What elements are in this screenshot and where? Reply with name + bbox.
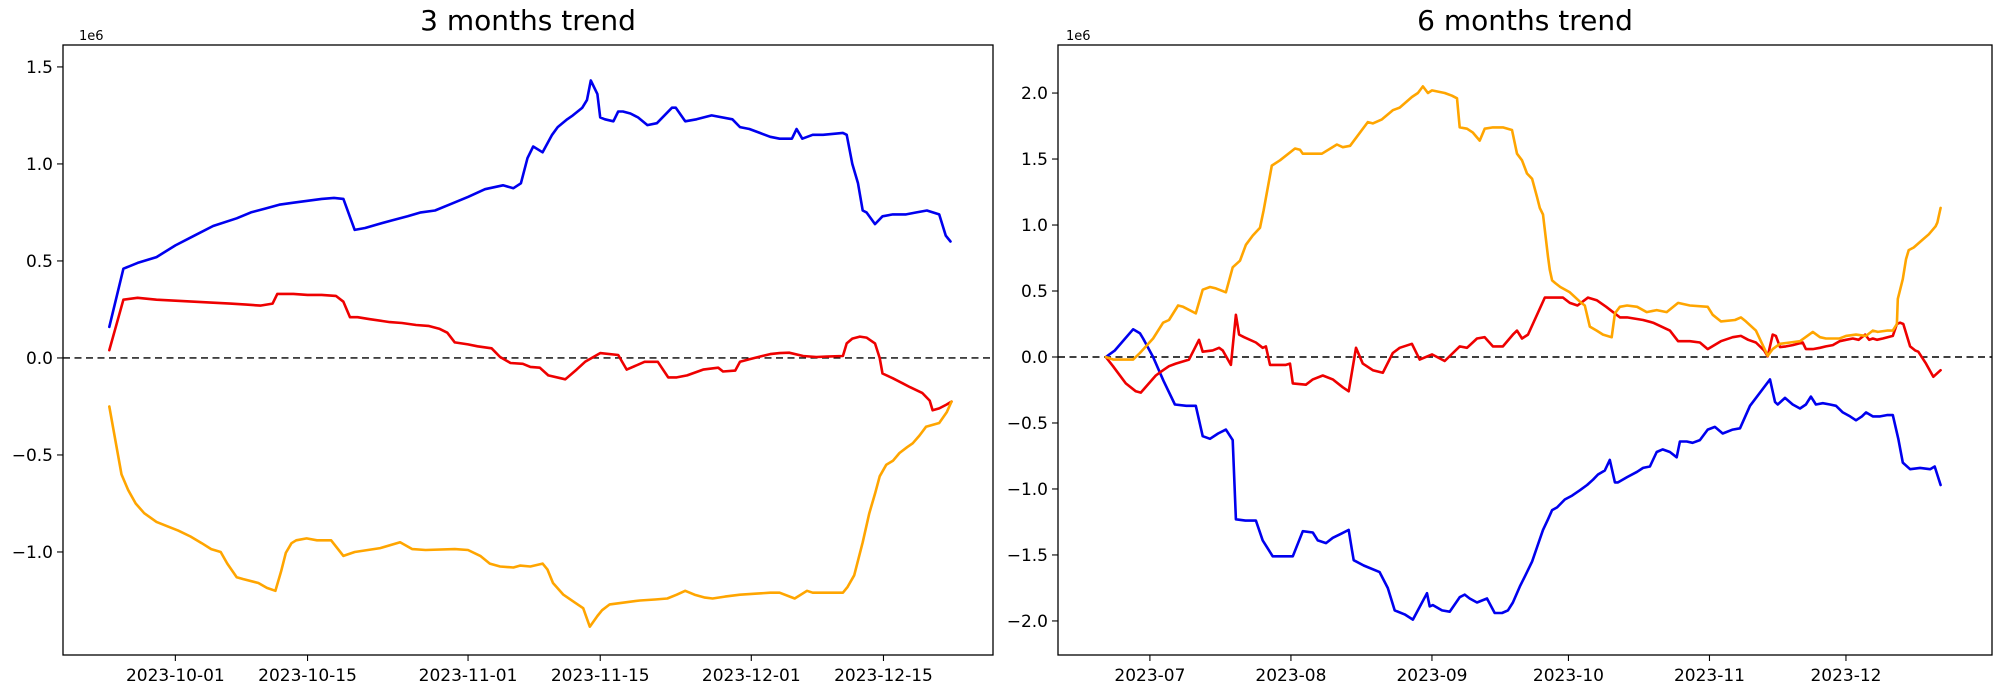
x-tick-label-left: 2023-12-01: [702, 666, 801, 686]
x-tick-label-right: 2023-08: [1255, 666, 1326, 686]
series-red-line-right: [1104, 296, 1942, 394]
series-blue-line-left: [108, 79, 952, 329]
axes-frame-right: [1057, 44, 1993, 656]
y-tick-label-right: 0.0: [1021, 348, 1048, 368]
x-tick-label-left: 2023-12-15: [834, 666, 933, 686]
x-tick-label-left: 2023-10-15: [258, 666, 357, 686]
y-tick-label-right: 0.5: [1021, 282, 1048, 302]
chart-3-months-trend: 2023-10-01 2023-10-15 2023-11-01 2023-11-15…: [12, 44, 994, 686]
y-tick-label-left: −0.5: [12, 446, 53, 466]
y-tick-label-right: 2.0: [1021, 84, 1048, 104]
y-tick-label-right: −1.0: [1007, 480, 1048, 500]
series-orange-line-right: [1104, 85, 1942, 361]
y-axis-offset-label-left: 1e6: [79, 29, 104, 44]
y-tick-label-right: 1.5: [1021, 150, 1048, 170]
y-tick-label-left: 0.5: [26, 252, 53, 272]
y-tick-label-left: 0.0: [26, 349, 53, 369]
x-tick-label-right: 2023-11: [1674, 666, 1745, 686]
x-tick-label-right: 2023-12: [1810, 666, 1881, 686]
y-axis-offset-label-right: 1e6: [1066, 29, 1091, 44]
chart-title-3-months: 3 months trend: [420, 4, 636, 37]
y-tick-label-left: 1.0: [26, 155, 53, 175]
y-tick-label-right: 1.0: [1021, 216, 1048, 236]
chart-title-6-months: 6 months trend: [1417, 4, 1633, 37]
y-tick-label-left: −1.0: [12, 543, 53, 563]
y-tick-label-left: 1.5: [26, 58, 53, 78]
chart-6-months-trend: 2023-07 2023-08 2023-09 2023-10 2023-11 2023-…: [1007, 44, 1993, 686]
axes-frame-left: [62, 44, 994, 656]
x-tick-label-right: 2023-07: [1114, 666, 1185, 686]
series-orange-line-left: [108, 400, 953, 629]
x-tick-label-left: 2023-11-01: [419, 666, 518, 686]
x-tick-label-left: 2023-11-15: [551, 666, 650, 686]
y-tick-label-right: −0.5: [1007, 414, 1048, 434]
series-red-line-left: [108, 292, 953, 412]
y-tick-label-right: −1.5: [1007, 546, 1048, 566]
series-blue-line-right: [1104, 327, 1942, 621]
x-tick-label-right: 2023-10: [1533, 666, 1604, 686]
x-tick-label-left: 2023-10-01: [126, 666, 225, 686]
y-tick-label-right: −2.0: [1007, 612, 1048, 632]
x-tick-label-right: 2023-09: [1396, 666, 1467, 686]
